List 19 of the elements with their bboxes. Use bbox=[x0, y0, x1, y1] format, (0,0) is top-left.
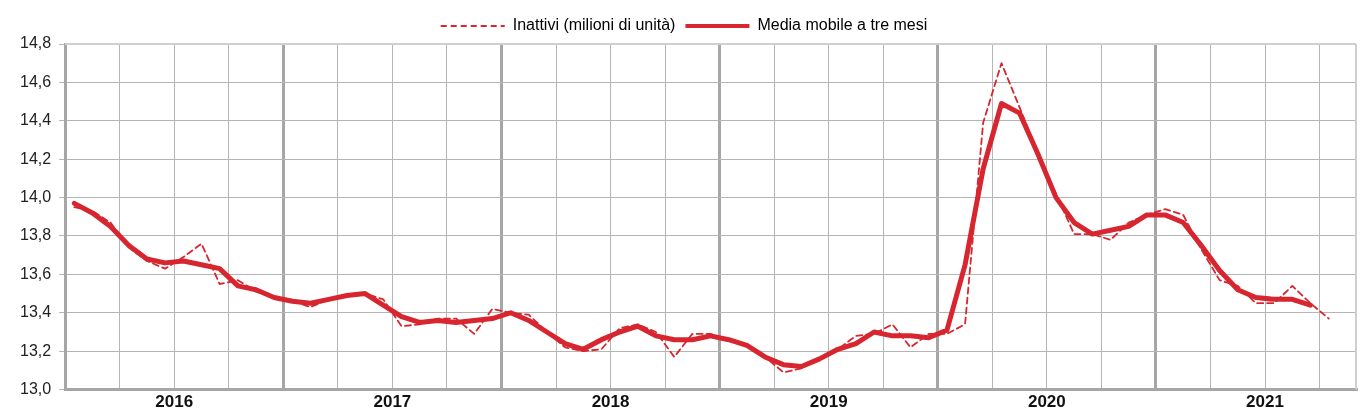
x-tick-label: 2018 bbox=[591, 392, 630, 412]
y-tick-label: 13,6 bbox=[20, 264, 52, 282]
y-tick-label: 14,4 bbox=[20, 111, 52, 129]
legend-label: Media mobile a tre mesi bbox=[757, 16, 928, 34]
y-tick-label: 13,2 bbox=[20, 341, 52, 359]
x-tick-label: 2019 bbox=[809, 392, 848, 412]
x-tick-label: 2021 bbox=[1246, 392, 1284, 412]
line-series bbox=[73, 62, 1330, 374]
y-tick-label: 13,8 bbox=[20, 226, 52, 244]
x-tick-label: 2016 bbox=[155, 392, 194, 412]
legend-label: Inattivi (milioni di unità) bbox=[512, 16, 676, 34]
y-tick-label: 14,2 bbox=[20, 149, 52, 167]
y-tick-label: 13,0 bbox=[20, 380, 52, 398]
y-tick-label: 14,6 bbox=[20, 72, 52, 90]
x-tick-label: 2020 bbox=[1027, 392, 1066, 412]
x-tick-label: 2017 bbox=[373, 392, 412, 412]
y-tick-label: 14,0 bbox=[20, 188, 52, 206]
y-tick-label: 13,4 bbox=[20, 303, 52, 321]
y-tick-label: 14,8 bbox=[20, 34, 52, 52]
